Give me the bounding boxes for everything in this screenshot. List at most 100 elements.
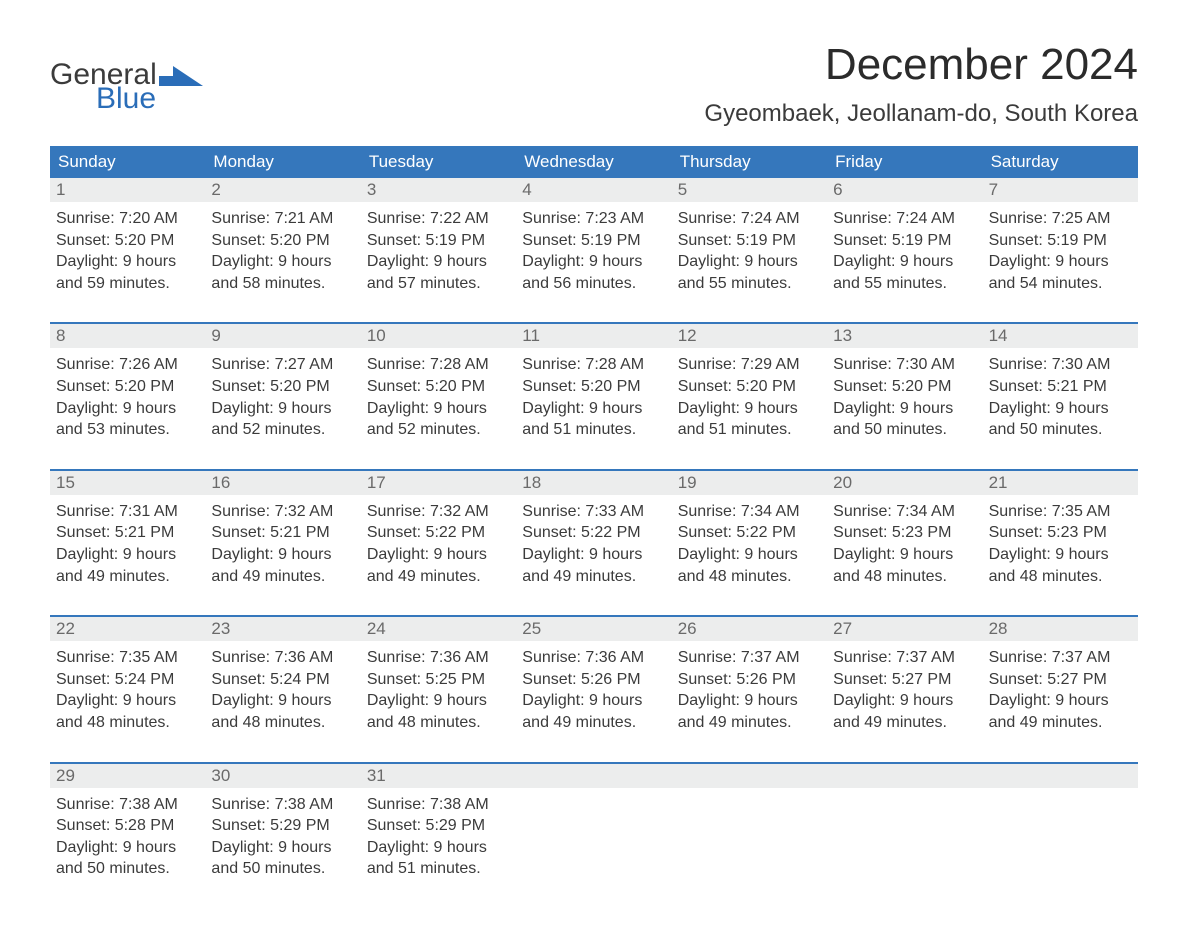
sunset-line: Sunset: 5:26 PM <box>678 669 827 691</box>
daylight-line-2: and 49 minutes. <box>56 566 205 588</box>
sunset-line: Sunset: 5:21 PM <box>56 522 205 544</box>
sunset-line: Sunset: 5:20 PM <box>56 376 205 398</box>
day-cell: Sunrise: 7:37 AMSunset: 5:27 PMDaylight:… <box>983 641 1138 761</box>
daylight-line-2: and 51 minutes. <box>367 858 516 880</box>
sunset-line: Sunset: 5:21 PM <box>989 376 1138 398</box>
day-number: 8 <box>50 324 205 348</box>
sunset-line: Sunset: 5:23 PM <box>989 522 1138 544</box>
sunrise-line: Sunrise: 7:33 AM <box>522 501 671 523</box>
daylight-line-1: Daylight: 9 hours <box>211 690 360 712</box>
daylight-line-2: and 50 minutes. <box>211 858 360 880</box>
day-number: 26 <box>672 617 827 641</box>
daynum-row: 293031 <box>50 764 1138 788</box>
sunset-line: Sunset: 5:29 PM <box>367 815 516 837</box>
daylight-line-1: Daylight: 9 hours <box>211 398 360 420</box>
sunrise-line: Sunrise: 7:26 AM <box>56 354 205 376</box>
sunrise-line: Sunrise: 7:32 AM <box>367 501 516 523</box>
day-cell: Sunrise: 7:34 AMSunset: 5:23 PMDaylight:… <box>827 495 982 615</box>
calendar: SundayMondayTuesdayWednesdayThursdayFrid… <box>50 146 1138 908</box>
daylight-line-1: Daylight: 9 hours <box>56 251 205 273</box>
daylight-line-2: and 57 minutes. <box>367 273 516 295</box>
sunrise-line: Sunrise: 7:27 AM <box>211 354 360 376</box>
day-number: 20 <box>827 471 982 495</box>
sunrise-line: Sunrise: 7:38 AM <box>211 794 360 816</box>
daylight-line-2: and 52 minutes. <box>367 419 516 441</box>
daylight-line-2: and 52 minutes. <box>211 419 360 441</box>
sunrise-line: Sunrise: 7:21 AM <box>211 208 360 230</box>
sunset-line: Sunset: 5:20 PM <box>56 230 205 252</box>
title-block: December 2024 Gyeombaek, Jeollanam-do, S… <box>704 40 1138 140</box>
day-number: 19 <box>672 471 827 495</box>
logo: General Blue <box>50 40 207 114</box>
sunrise-line: Sunrise: 7:28 AM <box>367 354 516 376</box>
daylight-line-2: and 49 minutes. <box>522 712 671 734</box>
dow-cell: Thursday <box>672 146 827 178</box>
daylight-line-1: Daylight: 9 hours <box>367 690 516 712</box>
day-number: 25 <box>516 617 671 641</box>
daylight-line-2: and 51 minutes. <box>678 419 827 441</box>
sunrise-line: Sunrise: 7:29 AM <box>678 354 827 376</box>
daynum-row: 1234567 <box>50 178 1138 202</box>
day-cell: Sunrise: 7:29 AMSunset: 5:20 PMDaylight:… <box>672 348 827 468</box>
day-cell: Sunrise: 7:36 AMSunset: 5:24 PMDaylight:… <box>205 641 360 761</box>
day-cell: Sunrise: 7:20 AMSunset: 5:20 PMDaylight:… <box>50 202 205 322</box>
sunset-line: Sunset: 5:25 PM <box>367 669 516 691</box>
day-cell: Sunrise: 7:37 AMSunset: 5:27 PMDaylight:… <box>827 641 982 761</box>
day-number: 23 <box>205 617 360 641</box>
daylight-line-2: and 51 minutes. <box>522 419 671 441</box>
day-number: 21 <box>983 471 1138 495</box>
day-cell: Sunrise: 7:36 AMSunset: 5:25 PMDaylight:… <box>361 641 516 761</box>
daylight-line-2: and 50 minutes. <box>989 419 1138 441</box>
daylight-line-1: Daylight: 9 hours <box>833 251 982 273</box>
week-row: 891011121314Sunrise: 7:26 AMSunset: 5:20… <box>50 322 1138 468</box>
daylight-line-1: Daylight: 9 hours <box>833 544 982 566</box>
day-cell: Sunrise: 7:35 AMSunset: 5:23 PMDaylight:… <box>983 495 1138 615</box>
sunrise-line: Sunrise: 7:37 AM <box>833 647 982 669</box>
header: General Blue December 2024 Gyeombaek, Je… <box>50 40 1138 140</box>
location-subtitle: Gyeombaek, Jeollanam-do, South Korea <box>704 100 1138 128</box>
sunset-line: Sunset: 5:23 PM <box>833 522 982 544</box>
sunset-line: Sunset: 5:20 PM <box>211 376 360 398</box>
sunrise-line: Sunrise: 7:28 AM <box>522 354 671 376</box>
daylight-line-2: and 49 minutes. <box>678 712 827 734</box>
sunset-line: Sunset: 5:19 PM <box>833 230 982 252</box>
day-cell: Sunrise: 7:32 AMSunset: 5:22 PMDaylight:… <box>361 495 516 615</box>
sunset-line: Sunset: 5:24 PM <box>56 669 205 691</box>
day-number: 7 <box>983 178 1138 202</box>
day-number: 9 <box>205 324 360 348</box>
daylight-line-2: and 48 minutes. <box>678 566 827 588</box>
sunrise-line: Sunrise: 7:32 AM <box>211 501 360 523</box>
day-cell: Sunrise: 7:38 AMSunset: 5:28 PMDaylight:… <box>50 788 205 908</box>
week-row: 293031Sunrise: 7:38 AMSunset: 5:28 PMDay… <box>50 762 1138 908</box>
day-number: 27 <box>827 617 982 641</box>
daylight-line-1: Daylight: 9 hours <box>989 544 1138 566</box>
day-cell: Sunrise: 7:33 AMSunset: 5:22 PMDaylight:… <box>516 495 671 615</box>
day-number <box>827 764 982 788</box>
daylight-line-2: and 56 minutes. <box>522 273 671 295</box>
daylight-line-1: Daylight: 9 hours <box>56 544 205 566</box>
day-number: 10 <box>361 324 516 348</box>
sunset-line: Sunset: 5:22 PM <box>678 522 827 544</box>
daynum-row: 891011121314 <box>50 324 1138 348</box>
sunset-line: Sunset: 5:26 PM <box>522 669 671 691</box>
sunrise-line: Sunrise: 7:34 AM <box>678 501 827 523</box>
sunrise-line: Sunrise: 7:36 AM <box>522 647 671 669</box>
day-of-week-header: SundayMondayTuesdayWednesdayThursdayFrid… <box>50 146 1138 178</box>
day-number: 11 <box>516 324 671 348</box>
day-cell: Sunrise: 7:36 AMSunset: 5:26 PMDaylight:… <box>516 641 671 761</box>
sunrise-line: Sunrise: 7:23 AM <box>522 208 671 230</box>
day-cell: Sunrise: 7:30 AMSunset: 5:21 PMDaylight:… <box>983 348 1138 468</box>
sunset-line: Sunset: 5:22 PM <box>522 522 671 544</box>
day-number: 18 <box>516 471 671 495</box>
sunrise-line: Sunrise: 7:36 AM <box>367 647 516 669</box>
daylight-line-1: Daylight: 9 hours <box>522 398 671 420</box>
day-cell: Sunrise: 7:23 AMSunset: 5:19 PMDaylight:… <box>516 202 671 322</box>
sunrise-line: Sunrise: 7:20 AM <box>56 208 205 230</box>
sunrise-line: Sunrise: 7:38 AM <box>56 794 205 816</box>
daylight-line-2: and 50 minutes. <box>833 419 982 441</box>
daylight-line-2: and 48 minutes. <box>56 712 205 734</box>
sunrise-line: Sunrise: 7:37 AM <box>989 647 1138 669</box>
dow-cell: Wednesday <box>516 146 671 178</box>
day-cell <box>983 788 1138 908</box>
dow-cell: Sunday <box>50 146 205 178</box>
